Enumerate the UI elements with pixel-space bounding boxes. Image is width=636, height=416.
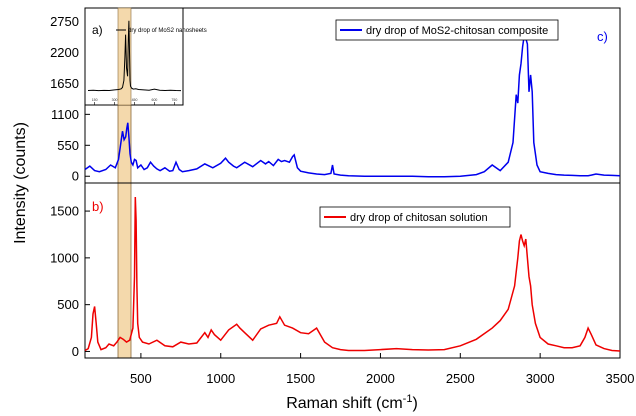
y-axis-label: Intensity (counts) <box>12 122 29 244</box>
lower-panel: 0 500 1000 1500 500 1000 1500 2000 2500 3000 3500… <box>50 182 634 386</box>
lower-series-line <box>84 196 621 352</box>
upper-legend-label: dry drop of MoS2-chitosan composite <box>366 25 548 37</box>
inset-x-tick-label-150: 150 <box>92 98 98 102</box>
inset-x-tick-label-450: 450 <box>132 98 138 102</box>
x-axis-label-sup: -1 <box>403 393 413 405</box>
x-tick-label-3000: 3000 <box>526 371 555 386</box>
panel-label-c: c) <box>597 29 608 44</box>
inset-x-tick-label-600: 600 <box>152 98 158 102</box>
upper-y-tick-label-1650: 1650 <box>50 76 79 91</box>
inset-x-tick-label-750: 750 <box>171 98 177 102</box>
inset-legend-label: dry drop of MoS2 nanosheets <box>128 28 207 34</box>
x-tick-label-1500: 1500 <box>286 371 315 386</box>
x-tick-label-2500: 2500 <box>446 371 475 386</box>
inset-panel: 150 300 450 600 750 a) dry drop of MoS2 nano… <box>84 7 207 106</box>
upper-series-line <box>84 33 621 178</box>
lower-legend: dry drop of chitosan solution <box>319 206 511 228</box>
lower-y-tick-label-0: 0 <box>72 344 79 359</box>
lower-y-tick-label-1500: 1500 <box>50 204 79 219</box>
lower-y-ticks: 0 500 1000 1500 <box>50 204 90 359</box>
x-tick-label-500: 500 <box>130 371 152 386</box>
x-axis-label-close: ) <box>412 395 417 412</box>
x-axis-ticks: 500 1000 1500 2000 2500 3000 3500 <box>130 353 634 386</box>
lower-y-tick-label-1000: 1000 <box>50 250 79 265</box>
inset-x-ticks: 150 300 450 600 750 <box>92 98 177 105</box>
upper-panel: 0 550 1100 1650 2200 2750 c) dry drop of MoS2… <box>50 7 621 184</box>
upper-y-tick-label-550: 550 <box>57 138 79 153</box>
lower-legend-box <box>319 206 511 228</box>
upper-legend: dry drop of MoS2-chitosan composite <box>335 19 559 41</box>
upper-legend-box <box>335 19 559 41</box>
inset-x-tick-label-300: 300 <box>112 98 118 102</box>
panel-label-b: b) <box>92 199 104 214</box>
inset-series-line <box>87 20 182 92</box>
upper-y-tick-label-0: 0 <box>72 169 79 184</box>
x-axis-label-main: Raman shift (cm <box>286 395 402 412</box>
lower-y-tick-label-500: 500 <box>57 297 79 312</box>
panel-label-a: a) <box>92 23 103 37</box>
upper-y-tick-label-1100: 1100 <box>51 107 79 122</box>
x-tick-label-1000: 1000 <box>206 371 235 386</box>
x-tick-label-2000: 2000 <box>366 371 395 386</box>
x-axis-label: Raman shift (cm-1) <box>286 393 418 412</box>
lower-legend-label: dry drop of chitosan solution <box>350 212 488 224</box>
upper-y-ticks: 0 550 1100 1650 2200 2750 <box>50 14 90 184</box>
x-tick-label-3500: 3500 <box>606 371 635 386</box>
lower-panel-frame <box>84 182 621 359</box>
upper-y-tick-label-2750: 2750 <box>50 14 79 29</box>
upper-y-tick-label-2200: 2200 <box>50 45 79 60</box>
